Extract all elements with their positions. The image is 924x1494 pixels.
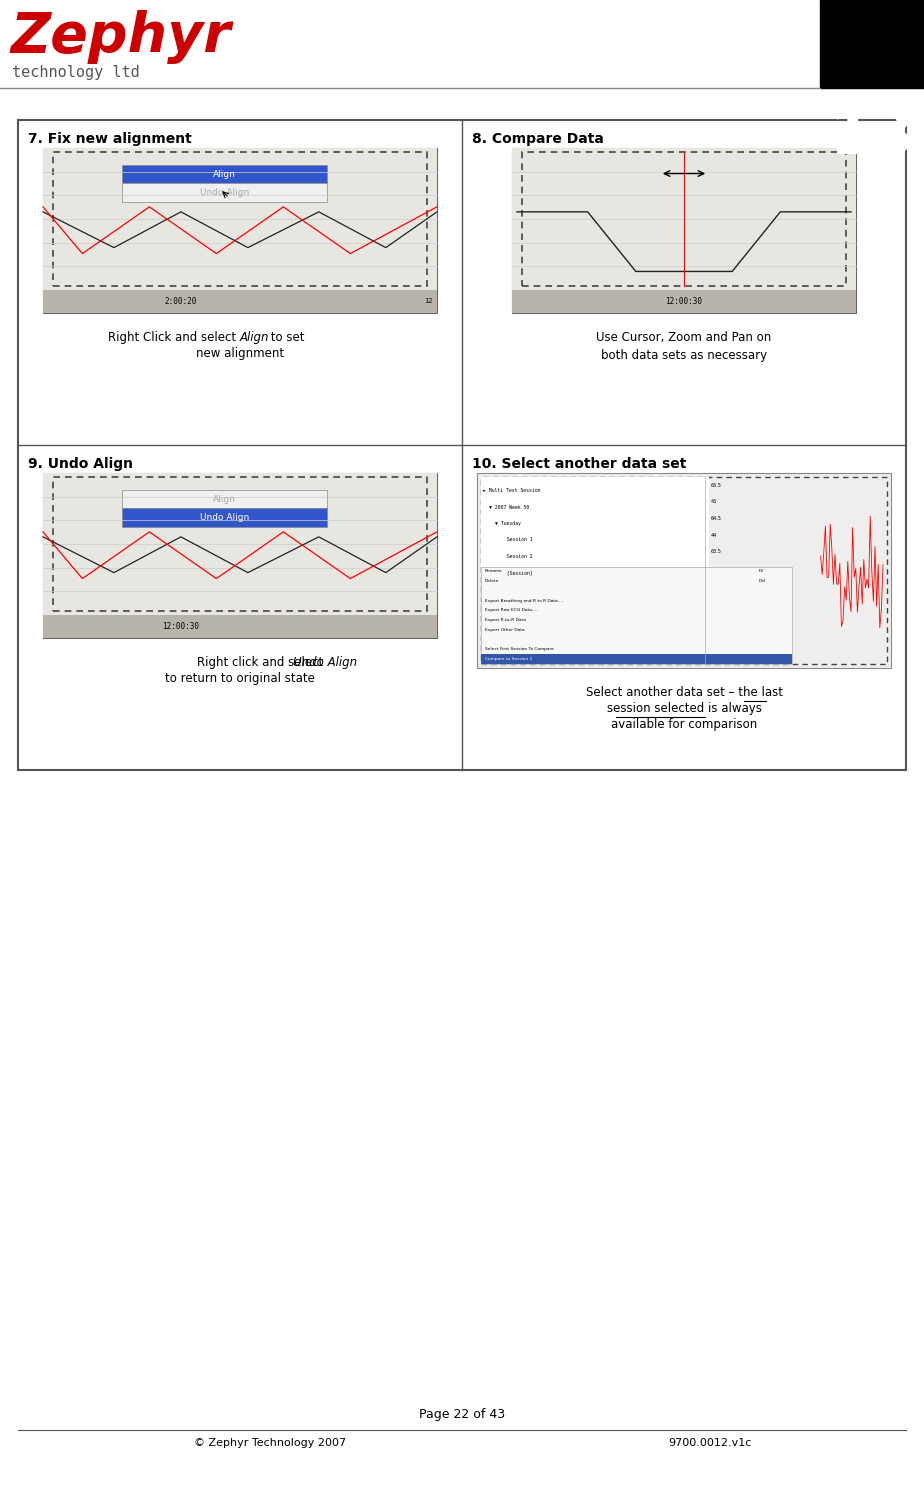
FancyBboxPatch shape xyxy=(481,654,792,663)
Text: Undo Align: Undo Align xyxy=(200,188,249,197)
Text: Section: Section xyxy=(845,93,898,106)
Text: 2:00:20: 2:00:20 xyxy=(164,297,197,306)
FancyBboxPatch shape xyxy=(481,566,792,663)
Text: Compare to Session 1: Compare to Session 1 xyxy=(485,657,532,662)
Text: ► Multi Test Session: ► Multi Test Session xyxy=(483,487,541,493)
Text: Session 2: Session 2 xyxy=(501,554,532,559)
Text: Use Cursor, Zoom and Pan on
both data sets as necessary: Use Cursor, Zoom and Pan on both data se… xyxy=(596,332,772,362)
Text: Del: Del xyxy=(759,580,766,583)
Text: Session 1: Session 1 xyxy=(501,538,532,542)
Text: Export Raw ECG Data....: Export Raw ECG Data.... xyxy=(485,608,538,613)
Text: 9. Undo Align: 9. Undo Align xyxy=(28,457,133,471)
Text: Export R-to-R Data: Export R-to-R Data xyxy=(485,619,526,622)
Text: Align: Align xyxy=(240,332,270,344)
Text: 9700.0012.v1c: 9700.0012.v1c xyxy=(668,1439,752,1448)
Text: 63.5: 63.5 xyxy=(711,550,722,554)
FancyBboxPatch shape xyxy=(477,474,891,668)
FancyBboxPatch shape xyxy=(43,616,437,638)
Text: Select another data set – the last: Select another data set – the last xyxy=(586,686,783,699)
Text: 44: 44 xyxy=(711,532,717,538)
FancyBboxPatch shape xyxy=(512,148,856,290)
Text: 13: 13 xyxy=(830,108,915,167)
Text: Right click and select: Right click and select xyxy=(197,656,327,669)
Text: technology ltd: technology ltd xyxy=(12,66,140,81)
Text: Zephyr: Zephyr xyxy=(10,10,231,64)
FancyBboxPatch shape xyxy=(122,490,327,508)
Text: ▼ 2007 Week 50: ▼ 2007 Week 50 xyxy=(489,505,529,509)
Text: 10. Select another data set: 10. Select another data set xyxy=(472,457,687,471)
Text: Right Click and select: Right Click and select xyxy=(108,332,240,344)
Text: to return to original state: to return to original state xyxy=(165,672,315,686)
FancyBboxPatch shape xyxy=(481,477,709,663)
FancyBboxPatch shape xyxy=(820,0,924,88)
Text: 8. Compare Data: 8. Compare Data xyxy=(472,131,604,146)
Text: Delete: Delete xyxy=(485,580,500,583)
Text: 12:00:30: 12:00:30 xyxy=(665,297,702,306)
Text: 12:00:30: 12:00:30 xyxy=(163,622,200,630)
FancyBboxPatch shape xyxy=(43,148,437,314)
Text: Undo Align: Undo Align xyxy=(293,656,357,669)
FancyBboxPatch shape xyxy=(122,164,327,184)
Text: session selected is always: session selected is always xyxy=(606,702,761,716)
Text: F2: F2 xyxy=(759,569,764,574)
Text: Rename: Rename xyxy=(485,569,503,574)
Text: 12: 12 xyxy=(424,299,433,305)
Text: Undo Align: Undo Align xyxy=(200,514,249,523)
FancyBboxPatch shape xyxy=(512,148,856,314)
FancyBboxPatch shape xyxy=(512,290,856,314)
Text: 64.5: 64.5 xyxy=(711,515,722,521)
Text: Export Other Data: Export Other Data xyxy=(485,627,525,632)
Text: Align: Align xyxy=(213,170,236,179)
FancyBboxPatch shape xyxy=(43,290,437,314)
Text: 45: 45 xyxy=(711,499,717,505)
FancyBboxPatch shape xyxy=(122,508,327,527)
Text: Page 22 of 43: Page 22 of 43 xyxy=(419,1407,505,1421)
FancyBboxPatch shape xyxy=(18,120,906,769)
FancyBboxPatch shape xyxy=(43,148,437,290)
Text: Align: Align xyxy=(213,495,236,503)
FancyBboxPatch shape xyxy=(122,184,327,202)
Text: 65.5: 65.5 xyxy=(711,483,722,487)
FancyBboxPatch shape xyxy=(43,474,437,616)
Text: to set: to set xyxy=(267,332,305,344)
Text: ▼ Tuesday: ▼ Tuesday xyxy=(495,521,521,526)
Text: © Zephyr Technology 2007: © Zephyr Technology 2007 xyxy=(194,1439,346,1448)
Text: [Session]: [Session] xyxy=(501,571,532,575)
FancyBboxPatch shape xyxy=(43,474,437,638)
Text: Select First Session To Compare: Select First Session To Compare xyxy=(485,647,553,651)
Text: Export Breathing and R to R Data....: Export Breathing and R to R Data.... xyxy=(485,599,564,602)
Text: new alignment: new alignment xyxy=(196,347,284,360)
Text: 7. Fix new alignment: 7. Fix new alignment xyxy=(28,131,192,146)
Text: available for comparison: available for comparison xyxy=(611,719,757,731)
